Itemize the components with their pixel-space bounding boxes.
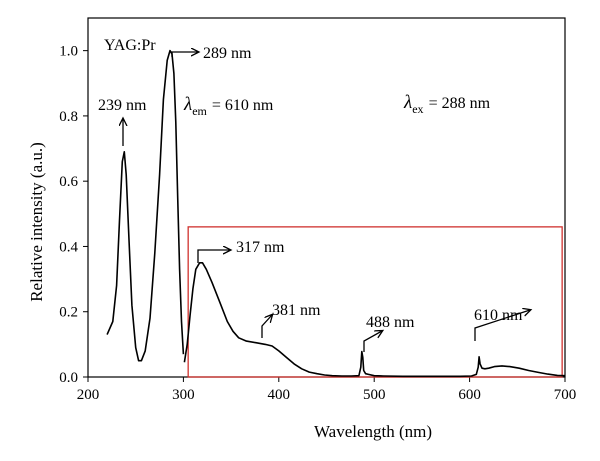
lambda-em-label: λem = 610 nm xyxy=(183,94,274,118)
annotation-arrow xyxy=(474,310,530,341)
y-axis-label: Relative intensity (a.u.) xyxy=(27,142,46,302)
peak-label: 239 nm xyxy=(98,97,147,114)
peak-label: 610 nm xyxy=(474,307,523,324)
x-tick-label: 400 xyxy=(268,387,291,403)
peak-label: 381 nm xyxy=(272,302,321,319)
annotation-arrow xyxy=(171,52,198,57)
x-tick-label: 600 xyxy=(458,387,481,403)
series-layer xyxy=(106,49,566,378)
annotation-arrow xyxy=(197,250,230,263)
x-tick-label: 300 xyxy=(172,387,195,403)
y-tick-label: 0.2 xyxy=(59,305,78,321)
annotation-layer: 289 nm 239 nm 317 nm 381 nm 488 nm 610 nm xyxy=(98,45,530,352)
y-tick-label: 0.6 xyxy=(59,174,78,190)
y-tick-label: 0.4 xyxy=(59,239,78,255)
ticks-layer: 200 300 400 500 600 700 0.0 0.2 0.4 0.6 0.8 1.0 xyxy=(59,44,576,403)
y-tick-label: 1.0 xyxy=(59,44,78,60)
x-tick-label: 700 xyxy=(554,387,577,403)
x-axis-label: Wavelength (nm) xyxy=(314,422,432,441)
annotation-arrow xyxy=(261,315,272,338)
y-tick-label: 0.0 xyxy=(59,370,78,386)
series-line-emission xyxy=(183,262,566,378)
lambda-ex-label: λex = 288 nm xyxy=(403,92,491,116)
peak-label: 488 nm xyxy=(366,314,415,331)
highlight-box xyxy=(187,226,563,378)
peak-label: 317 nm xyxy=(236,239,285,256)
x-tick-label: 500 xyxy=(363,387,386,403)
series-line-excitation xyxy=(106,49,185,362)
y-tick-label: 0.8 xyxy=(59,109,78,125)
annotation-arrow xyxy=(363,331,382,352)
x-tick-label: 200 xyxy=(77,387,100,403)
peak-label: 289 nm xyxy=(203,45,252,62)
sample-label: YAG:Pr xyxy=(104,37,156,54)
